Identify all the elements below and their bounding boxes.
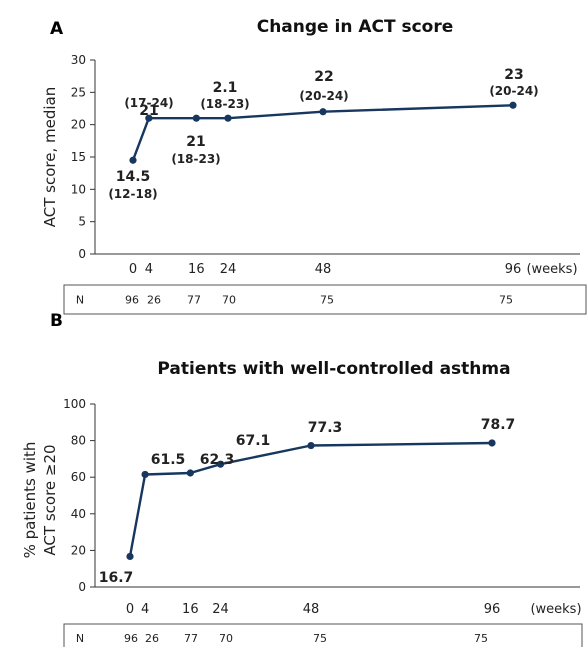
x-tick-label: 96 [484,602,501,617]
y-tick-label: 30 [71,53,86,67]
data-point [141,470,149,479]
n-row-value: 70 [222,294,236,307]
data-label: 21 [186,134,205,150]
x-tick-label: 16 [182,602,199,617]
x-tick-label: 24 [220,262,237,277]
data-point [129,156,137,164]
n-row-value: 70 [219,632,233,645]
data-point [145,114,153,122]
y-tick-label: 100 [63,397,86,411]
x-tick-label: 4 [145,262,153,277]
x-tick-label: 48 [303,602,320,617]
panel-letter: A [50,19,64,39]
data-point [488,439,496,447]
y-tick-label: 20 [71,118,86,132]
data-label: 61.5 [151,452,186,468]
data-sublabel: (18-23) [200,97,249,111]
n-row-value: 75 [474,632,488,645]
y-tick-label: 10 [71,182,86,196]
n-row-value: 96 [124,632,138,645]
y-tick-label: 0 [78,580,86,594]
y-tick-label: 15 [71,150,86,164]
n-table-box [63,623,583,647]
x-tick-label: 24 [212,602,229,617]
y-axis-label: ACT score ≥20 [41,444,59,555]
n-row-value: 26 [147,294,161,307]
y-tick-label: 80 [71,434,86,448]
data-label: 23 [504,67,523,83]
data-label: 2.1 [213,80,238,96]
data-label: 67.1 [236,433,271,449]
n-row-value: 96 [125,294,139,307]
data-point [126,552,134,561]
data-sublabel: (20-24) [489,84,538,98]
data-label: 77.3 [308,420,343,436]
n-row-value: 26 [145,632,159,645]
x-tick-label: 4 [141,602,149,617]
data-label: 14.5 [116,169,151,185]
data-label: 21 [139,103,158,119]
x-tick-label: 0 [126,602,134,617]
y-tick-label: 25 [71,85,86,99]
data-point [192,114,200,122]
n-table-box [63,284,587,315]
x-tick-label: 16 [188,262,205,277]
chart-title: Patients with well-controlled asthma [157,359,510,379]
data-label: 78.7 [481,417,516,433]
x-tick-label: 96 [505,262,522,277]
n-row-value: 77 [187,294,201,307]
data-label: 22 [314,69,333,85]
n-row-value: 77 [184,632,198,645]
data-point [224,114,232,122]
series-line [128,441,493,557]
data-point [319,108,327,116]
n-row-value: 75 [313,632,327,645]
chart-title: Change in ACT score [257,17,454,37]
data-point [186,469,194,477]
data-sublabel: (18-23) [171,152,220,166]
x-axis-unit-label: (weeks) [530,602,581,617]
x-tick-label: 48 [315,262,332,277]
data-point [307,441,315,450]
series-line [131,104,514,161]
y-tick-label: 40 [71,507,86,521]
data-label: 62.3 [200,452,235,468]
y-axis-label: % patients with [21,442,39,559]
data-point [216,460,225,468]
y-tick-label: 60 [71,470,86,484]
n-row-value: 75 [320,294,334,307]
n-row-value: 75 [499,294,513,307]
data-label: 16.7 [99,570,134,586]
data-sublabel: (17-24) [124,96,173,110]
panel-letter: B [50,311,63,331]
data-sublabel: (20-24) [299,89,348,103]
x-axis-unit-label: (weeks) [526,262,577,277]
n-row-label: N [76,632,84,645]
data-sublabel: (12-18) [108,187,157,201]
n-row-label: N [76,294,84,307]
y-tick-label: 5 [78,215,86,229]
y-tick-label: 0 [78,247,86,261]
data-point [509,101,517,109]
y-axis-label: ACT score, median [41,87,59,227]
x-tick-label: 0 [129,262,137,277]
y-tick-label: 20 [71,543,86,557]
